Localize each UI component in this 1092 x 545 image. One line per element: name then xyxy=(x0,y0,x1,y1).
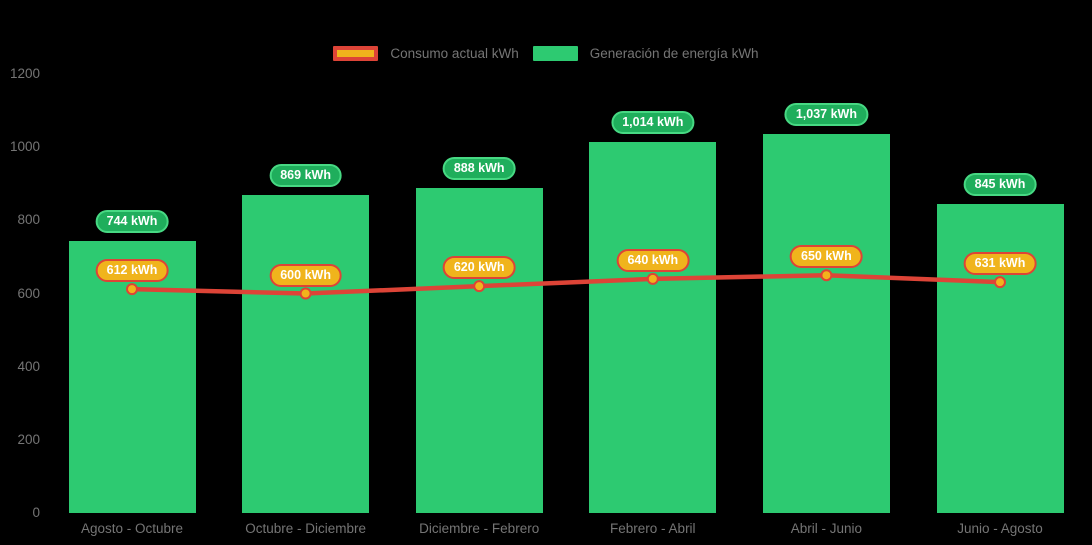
legend-item-generacion[interactable]: Generación de energía kWh xyxy=(532,46,759,61)
x-axis-label: Octubre - Diciembre xyxy=(245,521,366,536)
generacion-bar[interactable] xyxy=(936,203,1064,513)
y-axis-tick-label: 400 xyxy=(17,358,40,374)
line-point-marker[interactable] xyxy=(473,280,486,293)
consumo-value-badge: 612 kWh xyxy=(95,259,169,283)
x-axis-label: Agosto - Octubre xyxy=(80,521,184,536)
consumo-value-badge: 631 kWh xyxy=(963,252,1037,276)
y-axis-tick-label: 600 xyxy=(17,285,40,301)
generacion-value-badge: 845 kWh xyxy=(963,172,1037,196)
consumo-legend-swatch-icon xyxy=(333,46,379,61)
line-point-marker[interactable] xyxy=(994,276,1006,289)
legend-item-consumo[interactable]: Consumo actual kWh xyxy=(333,46,519,61)
generacion-value-badge: 1,037 kWh xyxy=(784,102,868,126)
consumo-value-badge: 640 kWh xyxy=(616,248,690,272)
generacion-value-badge: 1,014 kWh xyxy=(611,111,695,135)
x-axis-label: Junio - Agosto xyxy=(957,521,1043,536)
x-axis-label: Diciembre - Febrero xyxy=(419,521,540,536)
generacion-bar[interactable] xyxy=(589,142,717,513)
y-axis-tick-label: 1200 xyxy=(9,66,40,81)
chart-legend: Consumo actual kWh Generación de energía… xyxy=(0,46,1092,61)
y-axis-tick-label: 800 xyxy=(17,212,40,228)
line-point-marker[interactable] xyxy=(126,283,138,296)
legend-label-generacion: Generación de energía kWh xyxy=(589,46,759,61)
generacion-bar[interactable] xyxy=(415,188,543,513)
y-axis-tick-label: 0 xyxy=(32,505,40,520)
x-axis-label: Abril - Junio xyxy=(790,521,863,536)
generacion-legend-swatch-icon xyxy=(532,46,578,61)
generacion-value-badge: 744 kWh xyxy=(95,209,169,233)
y-axis-tick-label: 200 xyxy=(17,431,40,447)
consumo-value-badge: 650 kWh xyxy=(790,245,863,269)
x-axis-label: Febrero - Abril xyxy=(610,521,696,536)
line-point-marker[interactable] xyxy=(646,272,659,285)
y-axis-tick-label: 1000 xyxy=(9,139,40,155)
generacion-value-badge: 869 kWh xyxy=(269,164,342,188)
generacion-bar[interactable] xyxy=(242,195,370,513)
line-point-marker[interactable] xyxy=(299,287,312,300)
generacion-value-badge: 888 kWh xyxy=(442,157,516,181)
generacion-bar[interactable] xyxy=(762,133,890,513)
legend-label-consumo: Consumo actual kWh xyxy=(390,46,519,61)
consumo-value-badge: 620 kWh xyxy=(442,256,516,280)
consumo-value-badge: 600 kWh xyxy=(269,263,342,287)
line-point-marker[interactable] xyxy=(820,269,833,282)
